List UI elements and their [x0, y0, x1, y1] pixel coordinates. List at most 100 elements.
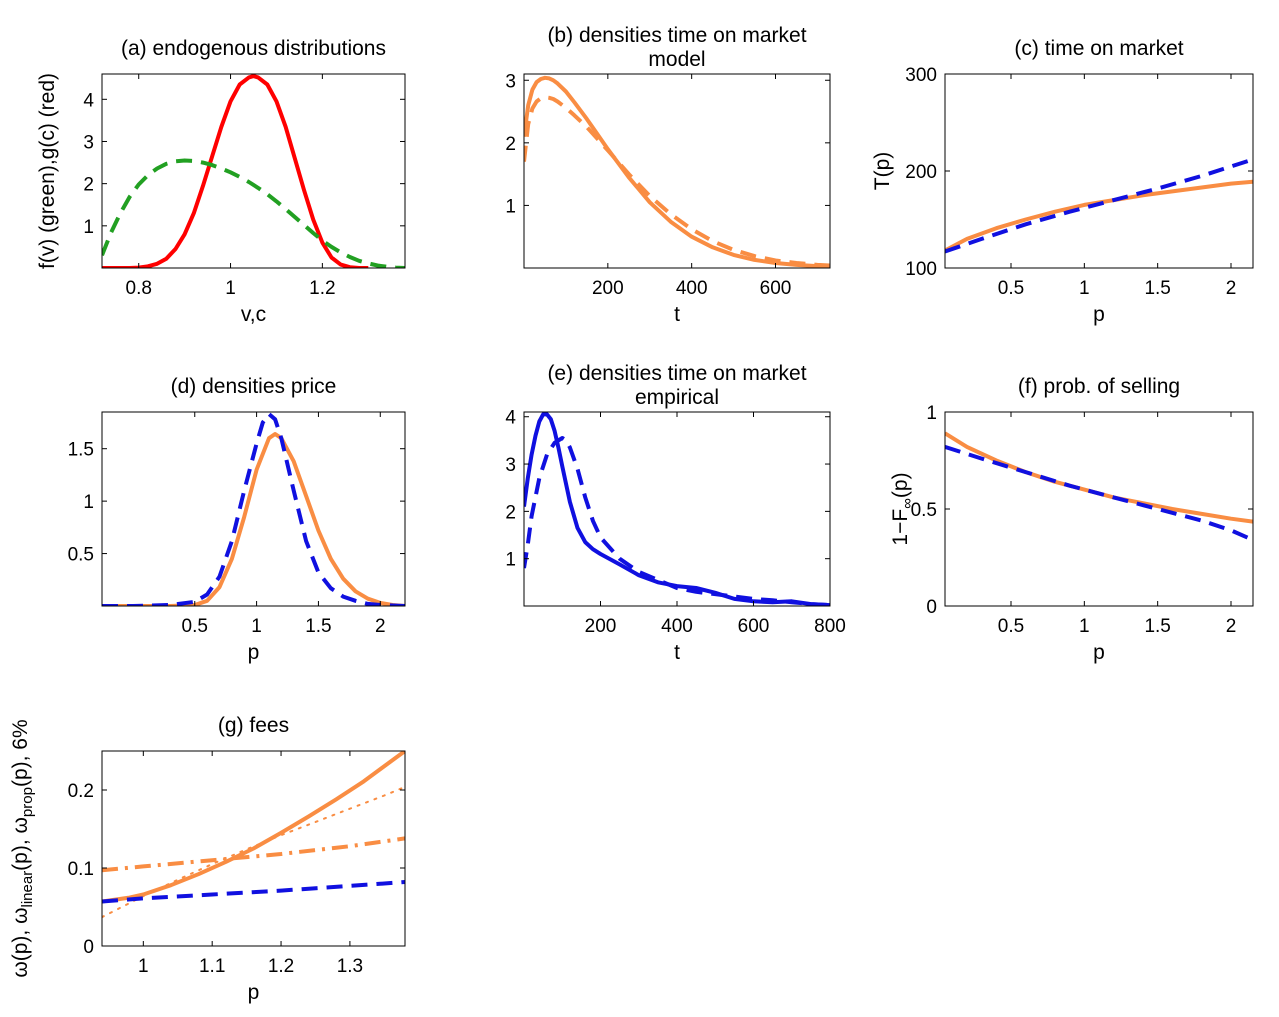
y-axis-label-subscript: linear	[19, 871, 36, 908]
xtick-label: 2	[375, 616, 386, 637]
xtick-label: 200	[585, 616, 617, 637]
chart-title: (b) densities time on market	[547, 24, 806, 47]
axes-box-f	[944, 411, 1254, 607]
xtick-label: 400	[676, 278, 708, 299]
y-axis-label-part: (p), ω	[9, 817, 32, 871]
ytick-label: 0.2	[68, 781, 94, 802]
series-c-2	[945, 157, 1253, 254]
y-axis-label-part: 1−F	[889, 509, 912, 546]
xtick-label: 1.5	[305, 616, 331, 637]
axes-box-g	[101, 750, 406, 947]
xtick-label: 1	[1079, 616, 1090, 637]
chart-subtitle: empirical	[635, 386, 719, 409]
xtick-label: 1	[225, 278, 236, 299]
xtick-label: 2	[1226, 278, 1237, 299]
xtick-label: 1.2	[309, 278, 335, 299]
ytick-label: 1	[83, 492, 94, 513]
y-axis-label: T(p)	[871, 152, 894, 191]
y-axis-label-part: (p), 6%	[9, 719, 32, 787]
ytick-label: 1	[505, 550, 516, 571]
chart-title: (g) fees	[218, 714, 289, 737]
xtick-label: 1.1	[199, 956, 225, 977]
xtick-label: 1.5	[1144, 278, 1170, 299]
series-d-1	[102, 432, 405, 606]
x-axis-label: t	[674, 303, 680, 326]
panel-e: 200 400 600 800 1 2 3 4 (e) densities time on ma…	[505, 362, 845, 664]
x-axis-label: p	[1093, 303, 1105, 326]
series-g-1	[102, 751, 405, 904]
ytick-label: 100	[905, 259, 937, 280]
xtick-label: 0.5	[998, 616, 1024, 637]
y-axis-label-subscript: prop	[19, 787, 36, 817]
ytick-label: 3	[83, 132, 94, 153]
series-a-1	[102, 74, 369, 268]
ytick-label: 2	[83, 175, 94, 196]
x-axis-label: p	[1093, 641, 1105, 664]
ytick-label: 4	[83, 90, 94, 111]
series-a-2	[102, 158, 405, 268]
xtick-label: 600	[738, 616, 770, 637]
ytick-label: 0	[926, 597, 937, 618]
y-axis-label: f(v) (green),g(c) (red)	[36, 73, 59, 269]
y-axis-label-part: ω(p), ω	[9, 908, 32, 978]
series-f-1	[945, 431, 1253, 524]
panel-f: 0.5 1 1.5 2 0 0.5 1 (f) prob. of selling p 1−F∞(p…	[889, 375, 1254, 664]
axes-box-c	[944, 73, 1254, 269]
chart-subtitle: model	[648, 48, 705, 71]
xtick-label: 2	[1226, 616, 1237, 637]
ytick-label: 2	[505, 502, 516, 523]
series-e-2	[524, 436, 830, 606]
ytick-label: 1	[83, 217, 94, 238]
ytick-label: 2	[505, 134, 516, 155]
xtick-label: 1	[1079, 278, 1090, 299]
xtick-label: 1.5	[1144, 616, 1170, 637]
ytick-label: 4	[505, 408, 516, 429]
panel-d: 0.5 1 1.5 2 0.5 1 1.5 (d) densities price p	[68, 375, 406, 664]
axes-box-d	[101, 411, 406, 607]
panel-b: 200 400 600 1 2 3 (b) densities time on market…	[505, 24, 831, 326]
axes-box-b	[523, 73, 831, 269]
chart-title: (a) endogenous distributions	[121, 37, 386, 60]
xtick-label: 200	[592, 278, 624, 299]
ytick-label: 0	[83, 937, 94, 958]
xtick-label: 400	[661, 616, 693, 637]
chart-title: (f) prob. of selling	[1018, 375, 1180, 398]
xtick-label: 600	[760, 278, 792, 299]
series-b-1	[524, 75, 830, 268]
ytick-label: 3	[505, 455, 516, 476]
xtick-label: 0.8	[126, 278, 152, 299]
ytick-label: 0.1	[68, 859, 94, 880]
ytick-label: 1.5	[68, 440, 94, 461]
ytick-label: 0.5	[911, 500, 937, 521]
xtick-label: 0.5	[998, 278, 1024, 299]
axes-box-a	[101, 73, 406, 269]
xtick-label: 1.2	[268, 956, 294, 977]
x-axis-label: v,c	[241, 303, 266, 326]
xtick-label: 1	[251, 616, 262, 637]
series-e-1	[524, 412, 830, 606]
xtick-label: 800	[814, 616, 846, 637]
series-g-3	[102, 836, 405, 873]
chart-title: (c) time on market	[1014, 37, 1183, 60]
ytick-label: 3	[505, 71, 516, 92]
chart-title: (d) densities price	[171, 375, 337, 398]
chart-title: (e) densities time on market	[547, 362, 806, 385]
series-g-4	[102, 880, 405, 904]
panel-a: 0.8 1 1.2 1 2 3 4 (a) endogenous distributions v…	[36, 37, 406, 326]
panel-c: 0.5 1 1.5 2 100 200 300 (c) time on market p T(p)	[871, 37, 1254, 326]
y-axis-label: 1−F∞(p)	[889, 472, 916, 545]
ytick-label: 1	[926, 403, 937, 424]
ytick-label: 200	[905, 162, 937, 183]
y-axis-label-subscript: ∞	[899, 498, 916, 509]
x-axis-label: p	[248, 981, 260, 1004]
xtick-label: 1	[138, 956, 149, 977]
series-b-2	[524, 95, 830, 268]
series-g-2	[102, 785, 405, 919]
x-axis-label: t	[674, 641, 680, 664]
series-f-2	[945, 444, 1253, 542]
xtick-label: 1.3	[337, 956, 363, 977]
ytick-label: 1	[505, 196, 516, 217]
ytick-label: 0.5	[68, 545, 94, 566]
